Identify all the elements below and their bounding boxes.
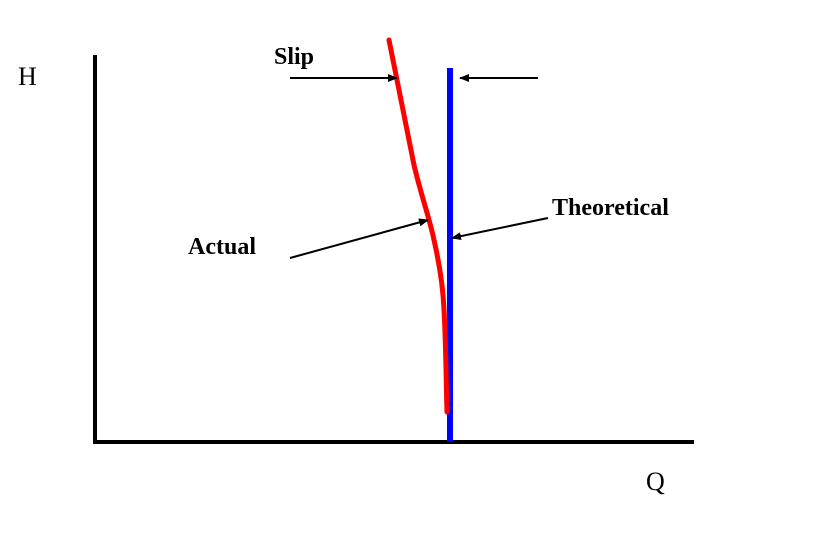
theoretical-pointer-arrow <box>451 217 549 241</box>
slip-label: Slip <box>274 44 314 70</box>
actual-curve <box>386 37 450 415</box>
x-axis-label: Q <box>646 467 665 496</box>
actual-label: Actual <box>188 234 256 260</box>
theoretical-label: Theoretical <box>552 195 669 221</box>
y-axis-label: H <box>18 62 37 91</box>
actual-pointer-arrow <box>289 218 429 259</box>
